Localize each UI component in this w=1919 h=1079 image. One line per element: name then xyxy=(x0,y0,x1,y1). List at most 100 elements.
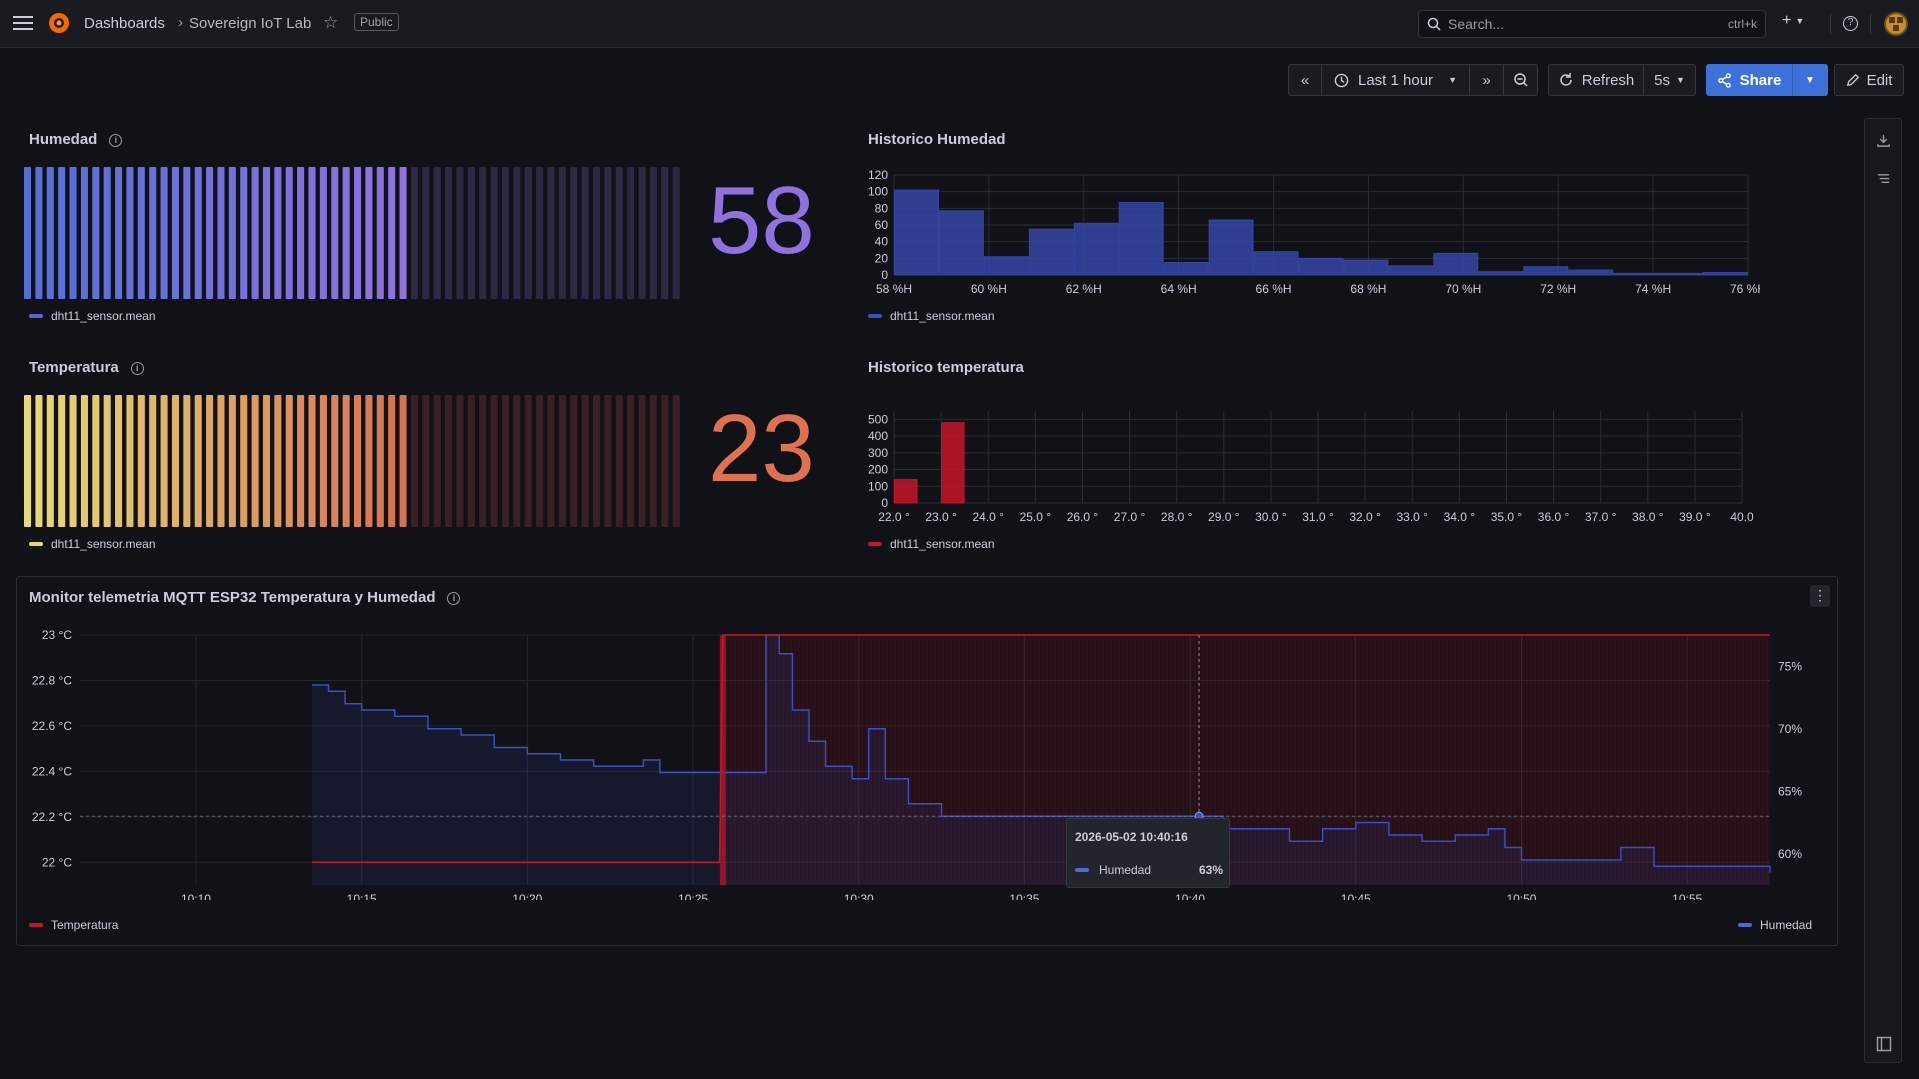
gauge-segment xyxy=(46,395,54,527)
temperatura-value: 23 xyxy=(708,395,815,502)
x-tick-label: 76 %H xyxy=(1730,282,1760,296)
panel-title-humedad: Humedad i xyxy=(29,131,123,148)
x-tick-label: 24.0 ° xyxy=(972,510,1004,524)
x-tick-label: 40.0 xyxy=(1730,510,1754,524)
time-range-picker[interactable]: Last 1 hour ▼ xyxy=(1322,64,1470,96)
histogram-bar xyxy=(1073,222,1119,276)
temperatura-area xyxy=(722,635,1770,885)
gauge-segment xyxy=(240,395,248,527)
gauge-segment xyxy=(592,167,601,299)
legend-label: Humedad xyxy=(1760,918,1813,932)
gauge-segment xyxy=(115,395,123,527)
info-icon[interactable]: i xyxy=(109,133,123,147)
gauge-segment xyxy=(615,167,623,299)
panel-title-hist-temperatura: Historico temperatura xyxy=(868,359,1024,376)
refresh-interval-picker[interactable]: 5s ▼ xyxy=(1644,64,1696,96)
gauge-segment xyxy=(501,167,509,299)
search-icon xyxy=(1427,17,1441,31)
y-right-tick-label: 65% xyxy=(1778,784,1802,798)
gauge-segment xyxy=(479,395,487,527)
refresh-label: Refresh xyxy=(1581,71,1635,89)
monitor-panel: Monitor telemetria MQTT ESP32 Temperatur… xyxy=(16,576,1838,946)
gauge-segment xyxy=(58,167,66,299)
avatar[interactable] xyxy=(1884,12,1908,36)
add-label: + xyxy=(1782,12,1792,29)
legend-label: dht11_sensor.mean xyxy=(51,309,156,323)
gauge-segment xyxy=(649,395,657,527)
gauge-segment xyxy=(672,395,680,527)
histogram-bar xyxy=(1343,259,1389,276)
pencil-icon xyxy=(1846,73,1859,87)
x-tick-label: 28.0 ° xyxy=(1161,510,1193,524)
x-tick-label: 37.0 ° xyxy=(1585,510,1617,524)
x-tick-label: 10:35 xyxy=(1009,892,1039,900)
info-icon[interactable]: i xyxy=(130,361,144,375)
hist-temperatura-legend: dht11_sensor.mean xyxy=(868,537,995,551)
zoom-out-button[interactable] xyxy=(1504,64,1538,96)
refresh-button[interactable]: Refresh xyxy=(1548,64,1644,96)
gauge-segment xyxy=(46,167,54,299)
x-tick-label: 26.0 ° xyxy=(1067,510,1099,524)
y-left-tick-label: 22.8 °C xyxy=(32,673,72,687)
x-tick-label: 23.0 ° xyxy=(925,510,957,524)
y-tick-label: 80 xyxy=(875,201,889,215)
info-icon[interactable]: i xyxy=(447,591,461,605)
search-input[interactable]: Search... ctrl+k xyxy=(1418,10,1766,38)
hist-temperatura-chart: 0 100 200 300 400 500 22.0 ° 23.0 ° 24.0 ° 25.0 °… xyxy=(868,411,1754,524)
share-icon xyxy=(1717,72,1731,88)
x-tick-label: 10:55 xyxy=(1672,892,1702,900)
share-button[interactable]: Share xyxy=(1706,64,1792,96)
panel-title-hist-humedad: Historico Humedad xyxy=(868,131,1006,148)
gauge-segment xyxy=(649,167,657,299)
gauge-segment xyxy=(479,167,487,299)
gauge-segment xyxy=(285,395,293,527)
gauge-segment xyxy=(661,167,669,299)
share-options-button[interactable]: ▼ xyxy=(1792,64,1828,96)
y-right-tick-label: 75% xyxy=(1778,659,1802,673)
gauge-segment xyxy=(524,395,532,527)
download-icon[interactable] xyxy=(1876,133,1891,153)
x-tick-label: 66 %H xyxy=(1256,282,1292,296)
panel-menu-button[interactable]: ⋮ xyxy=(1810,585,1830,607)
gauge-segment xyxy=(217,167,225,299)
toolbar-divider xyxy=(1870,14,1871,34)
gauge-segment xyxy=(194,167,202,299)
gauge-segment xyxy=(354,395,362,527)
gauge-segment xyxy=(160,395,168,527)
humedad-bar-gauge xyxy=(24,167,680,299)
chart-tooltip: 2026-05-02 10:40:16 Humedad 63% xyxy=(1066,818,1230,888)
breadcrumb-dashboards[interactable]: Dashboards xyxy=(84,15,165,32)
gauge-segment xyxy=(388,167,396,299)
gauge-segment xyxy=(410,395,418,527)
tooltip-row: Humedad 63% xyxy=(1075,863,1223,877)
tooltip-swatch xyxy=(1075,868,1089,872)
panel-title-text: Humedad xyxy=(29,131,98,148)
shift-time-back-button[interactable]: « xyxy=(1288,64,1322,96)
time-range-label: Last 1 hour xyxy=(1358,71,1434,89)
legend-label: Temperatura xyxy=(51,918,119,932)
gauge-segment xyxy=(570,167,578,299)
panel-title-text: Temperatura xyxy=(29,359,119,376)
gauge-segment xyxy=(285,167,293,299)
humedad-value: 58 xyxy=(708,167,815,274)
add-menu-button[interactable]: + ▼ xyxy=(1782,12,1804,30)
gauge-segment xyxy=(399,167,407,299)
gauge-segment xyxy=(331,167,339,299)
help-icon[interactable]: ? xyxy=(1843,16,1858,31)
dock-panel-icon[interactable] xyxy=(1876,1036,1892,1057)
x-tick-label: 60 %H xyxy=(971,282,1007,296)
gauge-segment xyxy=(58,395,66,527)
chevron-down-icon: ▼ xyxy=(1805,74,1815,86)
outline-list-icon[interactable] xyxy=(1876,172,1891,192)
gauge-segment xyxy=(171,167,179,299)
star-icon[interactable]: ☆ xyxy=(323,13,339,32)
dashboard-title: Sovereign IoT Lab xyxy=(189,15,312,32)
menu-icon[interactable] xyxy=(12,12,34,34)
grafana-logo-icon[interactable] xyxy=(47,11,71,35)
gauge-segment xyxy=(422,167,430,299)
shift-time-forward-button[interactable]: » xyxy=(1470,64,1504,96)
gauge-segment xyxy=(35,395,43,527)
x-tick-label: 10:20 xyxy=(512,892,542,900)
edit-button[interactable]: Edit xyxy=(1834,64,1904,96)
x-tick-label: 10:50 xyxy=(1506,892,1536,900)
